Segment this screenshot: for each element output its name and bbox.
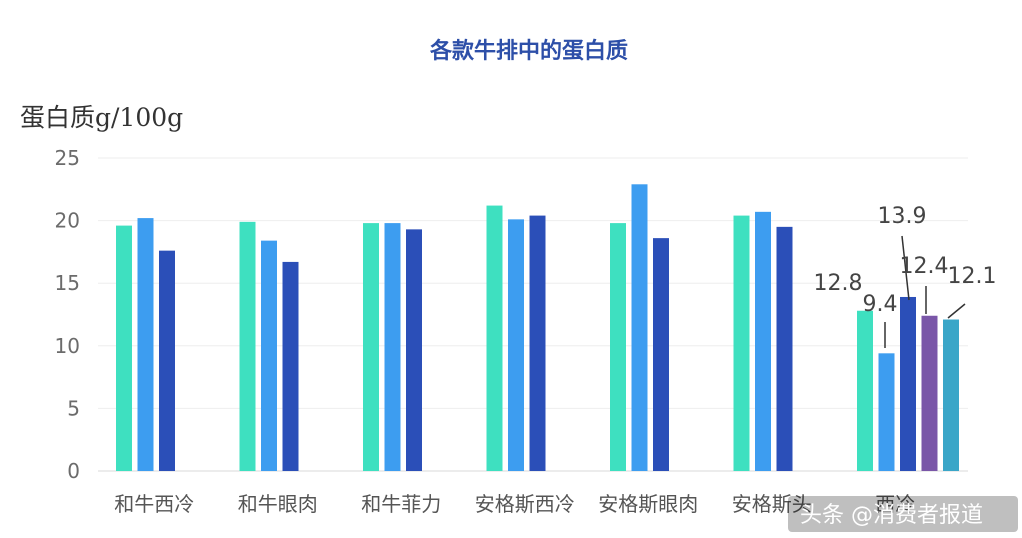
bar [776,226,793,471]
bar [900,296,916,471]
bar [878,353,895,471]
bar [508,219,524,471]
bar [857,310,873,471]
bar [406,229,422,471]
bar [363,223,379,471]
chart-title: 各款牛排中的蛋白质 [429,38,628,64]
x-tick-label: 和牛菲力 [361,492,441,516]
bar [137,218,154,471]
bar [755,211,771,471]
watermark: 头条 @消费者报道 [788,496,1018,532]
y-axis-label: 蛋白质g/100g [20,103,183,132]
y-tick-label: 25 [55,146,80,170]
y-tick-label: 5 [67,396,80,420]
bar [116,225,132,471]
data-label: 9.4 [863,292,898,317]
bar [159,250,175,471]
data-label: 12.1 [948,264,997,289]
y-tick-label: 0 [67,459,80,483]
data-label-leader [901,235,910,301]
bar [610,223,626,471]
y-tick-label: 20 [55,209,80,233]
data-label: 12.8 [814,271,863,296]
bar [733,215,750,471]
x-tick-label: 西冷 [875,492,915,516]
data-label: 12.4 [900,254,949,279]
bar [921,315,938,471]
y-tick-label: 15 [55,271,80,295]
x-tick-label: 安格斯头 [732,492,812,516]
bar [282,261,299,471]
bar [384,223,401,471]
x-tick-label: 安格斯西冷 [475,492,575,516]
bar [529,215,546,471]
x-tick-label: 安格斯眼肉 [598,492,698,516]
x-tick-label: 和牛西冷 [114,492,194,516]
data-label-leader [947,303,966,319]
bar [239,221,256,471]
bar [261,240,277,471]
bar [653,238,669,471]
bar [943,319,959,471]
bar [631,184,648,472]
watermark-text: 头条 @消费者报道 [800,503,983,528]
x-tick-label: 和牛眼肉 [238,492,318,516]
y-tick-label: 10 [55,334,80,358]
bar [486,205,503,472]
data-label: 13.9 [878,204,927,229]
